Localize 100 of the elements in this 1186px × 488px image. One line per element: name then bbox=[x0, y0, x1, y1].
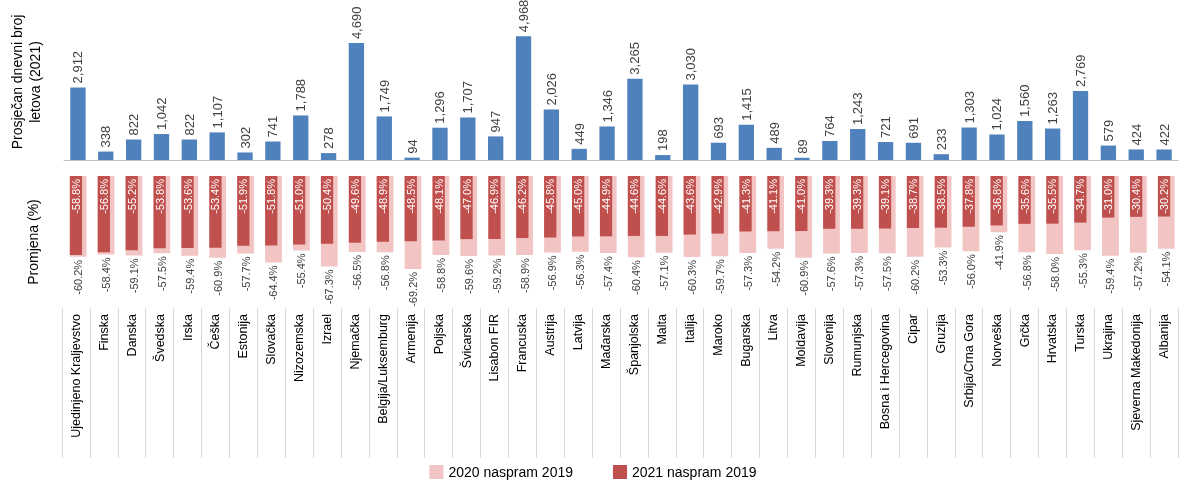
data-label: -44.9% bbox=[600, 178, 613, 214]
bar bbox=[599, 126, 615, 160]
data-label: -41.3% bbox=[739, 178, 752, 214]
data-label: -57.5% bbox=[155, 256, 168, 292]
bar bbox=[961, 127, 977, 160]
data-label: -57.7% bbox=[239, 256, 252, 292]
bar bbox=[989, 134, 1005, 160]
data-label: -57.3% bbox=[853, 255, 866, 291]
bar bbox=[488, 136, 504, 160]
data-label: -53.3% bbox=[937, 250, 950, 286]
data-label: -60.2% bbox=[909, 259, 922, 295]
bar bbox=[822, 140, 838, 160]
data-label: 4,968 bbox=[516, 0, 532, 33]
bar bbox=[655, 155, 671, 160]
data-label: 198 bbox=[655, 129, 671, 152]
data-label: -42.9% bbox=[711, 178, 724, 214]
data-label: -57.4% bbox=[602, 255, 615, 291]
data-label: -54.1% bbox=[1160, 251, 1173, 287]
legend-label: 2021 naspram 2019 bbox=[632, 464, 757, 480]
data-label: -60.3% bbox=[685, 259, 698, 295]
x-tick-label: Italija bbox=[682, 313, 697, 344]
bar bbox=[432, 127, 448, 160]
bar bbox=[850, 129, 866, 160]
x-tick-label: Norveška bbox=[989, 313, 1004, 367]
data-label: -39.3% bbox=[823, 178, 836, 214]
data-label: -54.2% bbox=[769, 251, 782, 287]
y-axis-title: Promjena (%) bbox=[25, 199, 41, 285]
bar bbox=[571, 148, 587, 160]
bar bbox=[70, 87, 86, 160]
data-label: -38.5% bbox=[934, 178, 947, 214]
data-label: 489 bbox=[766, 122, 782, 144]
x-tick-label: Sjeverna Makedonija bbox=[1129, 313, 1144, 431]
x-tick-label: Finska bbox=[96, 313, 111, 351]
x-tick-label: Danska bbox=[124, 313, 139, 357]
x-tick-label: Francuska bbox=[515, 313, 530, 373]
data-label: -53.4% bbox=[209, 178, 222, 214]
x-tick-label: Slovenija bbox=[822, 313, 837, 365]
data-label: -48.1% bbox=[432, 178, 445, 214]
data-label: 1,788 bbox=[293, 78, 309, 112]
x-tick-label: Ujedinjeno Kraljevstvo bbox=[68, 313, 83, 438]
data-label: -35.5% bbox=[1046, 178, 1059, 214]
bar bbox=[125, 139, 142, 160]
data-label: -59.4% bbox=[183, 258, 196, 294]
data-label: -53.8% bbox=[153, 178, 166, 214]
data-label: 741 bbox=[265, 115, 281, 138]
data-label: -30.2% bbox=[1158, 178, 1171, 214]
data-label: -48.5% bbox=[404, 178, 417, 214]
x-tick-label: Mađarska bbox=[599, 313, 614, 369]
x-tick-label: Austrija bbox=[543, 313, 558, 356]
data-label: -45.0% bbox=[572, 178, 585, 214]
data-label: -51.0% bbox=[293, 178, 306, 214]
data-label: -44.6% bbox=[627, 178, 640, 214]
x-tick-label: Hrvatska bbox=[1045, 313, 1060, 364]
data-label: 89 bbox=[794, 139, 810, 154]
data-label: 4,690 bbox=[348, 6, 364, 40]
bar bbox=[1128, 149, 1144, 160]
x-tick-label: Belgija/Luksemburg bbox=[375, 313, 390, 424]
data-label: 764 bbox=[822, 115, 838, 137]
data-label: 721 bbox=[878, 116, 894, 139]
x-tick-label: Malta bbox=[654, 313, 669, 345]
data-label: 691 bbox=[905, 117, 921, 139]
data-label: -60.2% bbox=[72, 259, 85, 295]
data-label: -58.0% bbox=[1048, 256, 1061, 292]
x-tick-label: Rumunjska bbox=[850, 313, 865, 377]
data-label: -39.3% bbox=[851, 178, 864, 214]
bar bbox=[376, 116, 392, 160]
data-label: -57.1% bbox=[658, 255, 671, 291]
data-label: 1,707 bbox=[460, 80, 476, 114]
data-label: -55.2% bbox=[125, 178, 138, 214]
data-label: -69.2% bbox=[406, 271, 419, 307]
x-tick-label: Cipar bbox=[905, 314, 920, 344]
data-label: -53.6% bbox=[181, 178, 194, 214]
data-label: 1,243 bbox=[850, 92, 866, 126]
data-label: -59.4% bbox=[1104, 258, 1117, 294]
bar bbox=[1017, 121, 1033, 160]
x-tick-label: Slovačka bbox=[264, 313, 279, 365]
x-tick-label: Latvija bbox=[571, 313, 586, 351]
bar bbox=[794, 157, 810, 160]
data-label: 424 bbox=[1128, 123, 1144, 146]
x-tick-label: Češka bbox=[207, 313, 223, 350]
data-label: -34.7% bbox=[1074, 178, 1087, 214]
data-label: -60.4% bbox=[630, 259, 643, 295]
data-label: -59.7% bbox=[713, 258, 726, 295]
data-label: -64.4% bbox=[267, 265, 280, 301]
data-label: -46.2% bbox=[516, 178, 529, 214]
data-label: -50.4% bbox=[321, 178, 334, 214]
bar bbox=[181, 139, 197, 160]
data-label: -48.9% bbox=[376, 178, 389, 214]
data-label: -51.8% bbox=[265, 178, 278, 214]
x-tick-label: Lisabon FIR bbox=[487, 314, 502, 382]
data-label: -46.9% bbox=[488, 178, 501, 214]
x-tick-label: Izrael bbox=[320, 314, 335, 345]
data-label: 1,042 bbox=[153, 97, 169, 131]
bar bbox=[933, 154, 949, 160]
bar bbox=[905, 142, 922, 160]
bar bbox=[265, 141, 281, 160]
x-tick-label: Srbija/Crna Gora bbox=[961, 313, 976, 408]
data-label: 94 bbox=[404, 139, 420, 154]
x-tick-label: Maroko bbox=[710, 313, 725, 356]
data-label: -55.4% bbox=[295, 253, 308, 289]
